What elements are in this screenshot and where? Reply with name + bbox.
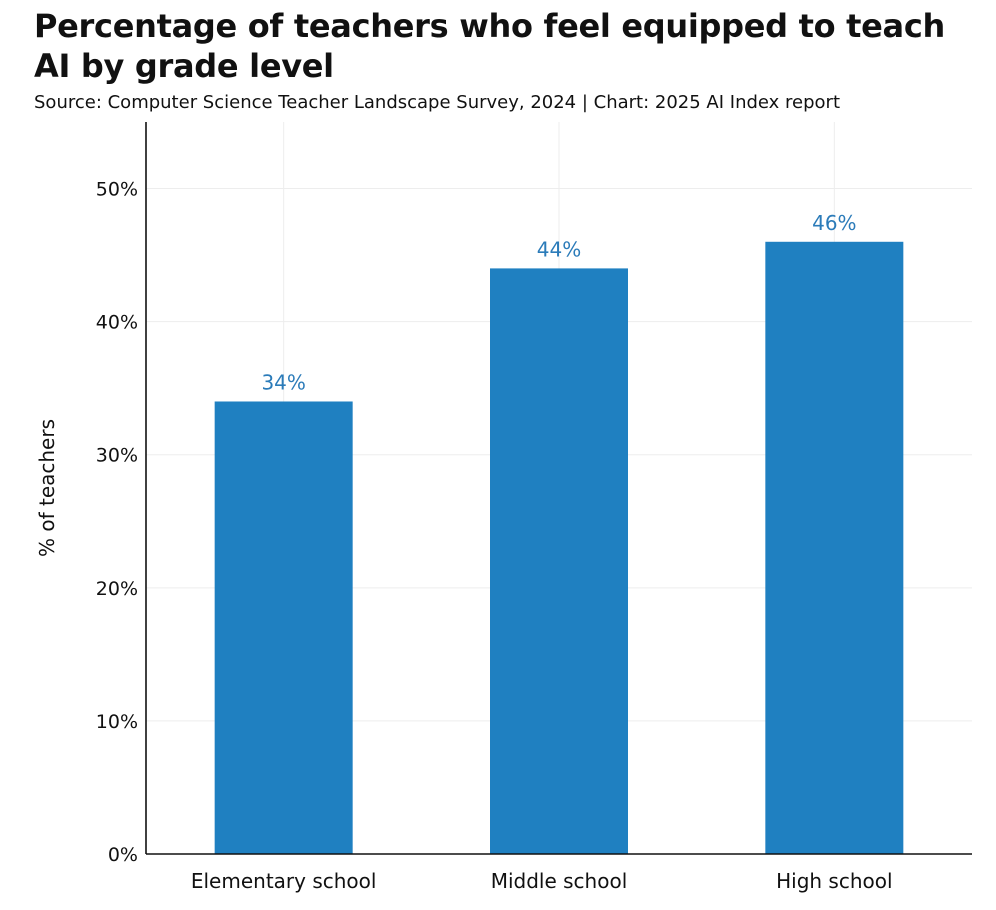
- data-label: 44%: [537, 237, 581, 261]
- y-tick-label: 0%: [108, 844, 138, 866]
- x-tick-label: Middle school: [491, 869, 628, 893]
- data-label: 34%: [261, 370, 305, 394]
- y-tick-label: 30%: [96, 445, 138, 467]
- bar-high-school: [765, 241, 904, 855]
- data-label: 46%: [812, 211, 856, 235]
- chart-title: Percentage of teachers who feel equipped…: [34, 7, 945, 85]
- y-axis-title: % of teachers: [35, 419, 59, 557]
- y-tick-label: 20%: [96, 578, 138, 600]
- data-labels: 34% 44% 46%: [261, 211, 856, 395]
- y-tick-label: 10%: [96, 711, 138, 733]
- x-tick-label: High school: [776, 869, 892, 893]
- y-tick-label: 50%: [96, 179, 138, 201]
- bar-middle-school: [490, 268, 628, 854]
- bar-elementary-school: [214, 401, 353, 854]
- y-tick-label: 40%: [96, 312, 138, 334]
- chart-source: Source: Computer Science Teacher Landsca…: [34, 92, 841, 113]
- x-tick-label: Elementary school: [191, 869, 377, 893]
- axes: 0% 10% 20% 30% 40% 50% Elementary school Middle…: [35, 122, 972, 893]
- bars: [214, 241, 904, 855]
